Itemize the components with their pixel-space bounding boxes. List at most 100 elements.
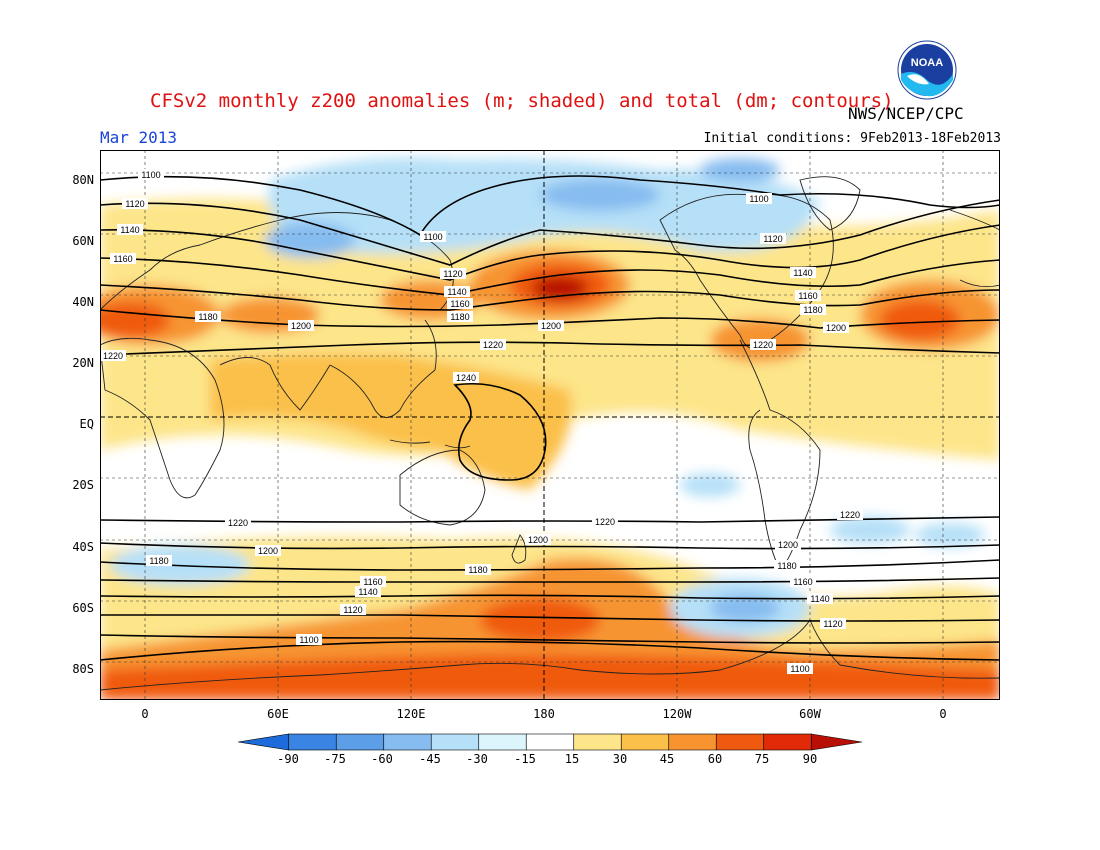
svg-text:1220: 1220 <box>228 518 248 528</box>
contour-label: 1100 <box>296 634 322 645</box>
contour-label: 1120 <box>820 618 846 629</box>
svg-text:1100: 1100 <box>749 194 768 204</box>
svg-text:1180: 1180 <box>149 556 168 566</box>
colorbar-label: 30 <box>612 752 628 766</box>
lat-label: EQ <box>79 417 94 431</box>
contour-label: 1140 <box>355 586 381 597</box>
contour-label: 1220 <box>750 339 776 350</box>
coastline <box>100 337 225 499</box>
lon-label: 120W <box>662 707 692 721</box>
contour-label: 1220 <box>225 517 251 528</box>
lon-label: 0 <box>939 707 947 721</box>
colorbar <box>238 733 862 751</box>
svg-text:1120: 1120 <box>125 199 144 209</box>
anomaly-region <box>540 179 660 211</box>
chart-title: CFSv2 monthly z200 anomalies (m; shaded)… <box>150 90 894 112</box>
contour-label: 1160 <box>360 576 386 587</box>
lat-label: 60N <box>72 234 94 248</box>
lat-label: 40N <box>72 295 94 309</box>
anomaly-region <box>210 353 572 490</box>
colorbar-cell <box>525 733 575 751</box>
anomaly-region <box>880 300 960 340</box>
contour-label: 1140 <box>807 593 833 604</box>
colorbar-cell <box>763 733 812 751</box>
contour-line <box>100 640 1000 661</box>
svg-text:1100: 1100 <box>141 170 160 180</box>
logo-text: NOAA <box>911 57 943 69</box>
svg-text:1180: 1180 <box>450 312 469 322</box>
contour-label: 1180 <box>465 564 491 575</box>
svg-text:1100: 1100 <box>423 232 442 242</box>
contour-label: 1220 <box>480 339 506 350</box>
contour-line <box>100 634 1000 644</box>
contour-label: 1200 <box>823 322 849 333</box>
svg-text:1160: 1160 <box>113 254 132 264</box>
contour-line <box>100 542 1000 550</box>
contour-label: 1100 <box>420 231 446 242</box>
contour-label: 1140 <box>117 224 143 235</box>
colorbar-cell <box>810 733 862 751</box>
svg-text:1160: 1160 <box>793 577 812 587</box>
coastline <box>399 449 486 526</box>
contour-label: 1160 <box>790 576 816 587</box>
contour-label: 1240 <box>453 372 479 383</box>
initial-conditions: Initial conditions: 9Feb2013-18Feb2013 <box>703 131 1001 146</box>
coastline <box>100 619 1000 691</box>
forecast-month: Mar 2013 <box>100 128 178 147</box>
noaa-logo-icon: NOAA <box>897 40 957 100</box>
svg-text:1180: 1180 <box>777 561 796 571</box>
anomaly-region <box>700 158 780 182</box>
contour-line <box>453 382 547 481</box>
colorbar-cell <box>238 733 290 751</box>
colorbar-label: 90 <box>802 752 818 766</box>
svg-text:1160: 1160 <box>363 577 382 587</box>
svg-text:1120: 1120 <box>763 234 782 244</box>
contour-labels: 1100 1100 1100 1120 1120 1120 1140 1140 … <box>100 169 863 674</box>
colorbar-label: -45 <box>419 752 441 766</box>
lon-label: 60W <box>799 707 821 721</box>
svg-text:1140: 1140 <box>810 594 829 604</box>
svg-text:1200: 1200 <box>528 535 548 545</box>
contour-label: 1120 <box>760 233 786 244</box>
svg-text:1200: 1200 <box>258 546 278 556</box>
colorbar-label: -75 <box>324 752 346 766</box>
contour-label: 1120 <box>122 198 148 209</box>
svg-text:1180: 1180 <box>803 305 822 315</box>
svg-text:1220: 1220 <box>595 517 615 527</box>
contour-line <box>100 199 1000 266</box>
contour-label: 1160 <box>110 253 136 264</box>
svg-text:1140: 1140 <box>358 587 377 597</box>
contour-line <box>100 594 1000 600</box>
contour-label: 1200 <box>775 539 801 550</box>
svg-text:1220: 1220 <box>483 340 503 350</box>
contour-line <box>100 284 1000 311</box>
contour-label: 1200 <box>255 545 281 556</box>
agency-label: NWS/NCEP/CPC <box>848 104 964 123</box>
coastline <box>329 319 437 418</box>
contour-line <box>100 559 1000 571</box>
coastline <box>949 209 1000 288</box>
lon-label: 60E <box>267 707 289 721</box>
contour-line <box>100 257 1000 296</box>
contour-label: 1180 <box>774 560 800 571</box>
colorbar-label: 75 <box>754 752 770 766</box>
svg-text:1180: 1180 <box>468 565 487 575</box>
colorbar-cell <box>478 733 527 751</box>
svg-text:1200: 1200 <box>826 323 846 333</box>
main-axes <box>100 150 1000 700</box>
contour-label: 1180 <box>195 311 221 322</box>
contour-line <box>100 577 1000 583</box>
colorbar-cell <box>573 733 622 751</box>
contour-label: 1160 <box>795 290 821 301</box>
svg-text:1220: 1220 <box>103 351 123 361</box>
contour-label: 1200 <box>538 320 564 331</box>
contour-label: 1200 <box>288 320 314 331</box>
colorbar-label: -60 <box>371 752 393 766</box>
contour-label: 1200 <box>525 534 551 545</box>
coastline <box>511 534 527 564</box>
svg-text:1100: 1100 <box>790 664 809 674</box>
anomaly-region <box>830 516 910 544</box>
contour-label: 1160 <box>447 298 473 309</box>
colorbar-cell <box>430 733 480 751</box>
colorbar-cell <box>715 733 765 751</box>
